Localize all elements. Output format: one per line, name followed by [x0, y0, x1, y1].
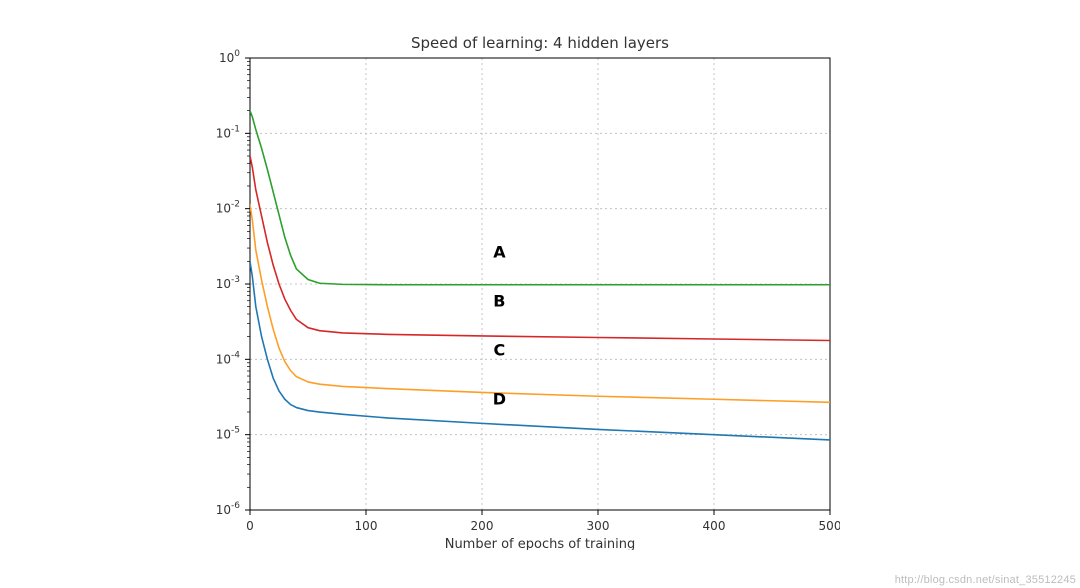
xtick-label: 300 [587, 519, 610, 533]
series-label-B: B [493, 292, 505, 311]
chart-container: 010020030040050010-610-510-410-310-210-1… [180, 30, 840, 550]
learning-speed-chart: 010020030040050010-610-510-410-310-210-1… [180, 30, 840, 550]
xtick-label: 500 [819, 519, 840, 533]
series-label-C: C [494, 341, 506, 360]
xtick-label: 0 [246, 519, 254, 533]
xtick-label: 200 [471, 519, 494, 533]
watermark-text: http://blog.csdn.net/sinat_35512245 [895, 574, 1076, 586]
xtick-label: 100 [355, 519, 378, 533]
x-axis-label: Number of epochs of training [445, 537, 636, 550]
series-label-A: A [493, 243, 506, 262]
xtick-label: 400 [703, 519, 726, 533]
chart-bg [180, 30, 840, 550]
series-label-D: D [493, 390, 506, 409]
chart-title: Speed of learning: 4 hidden layers [411, 34, 669, 52]
